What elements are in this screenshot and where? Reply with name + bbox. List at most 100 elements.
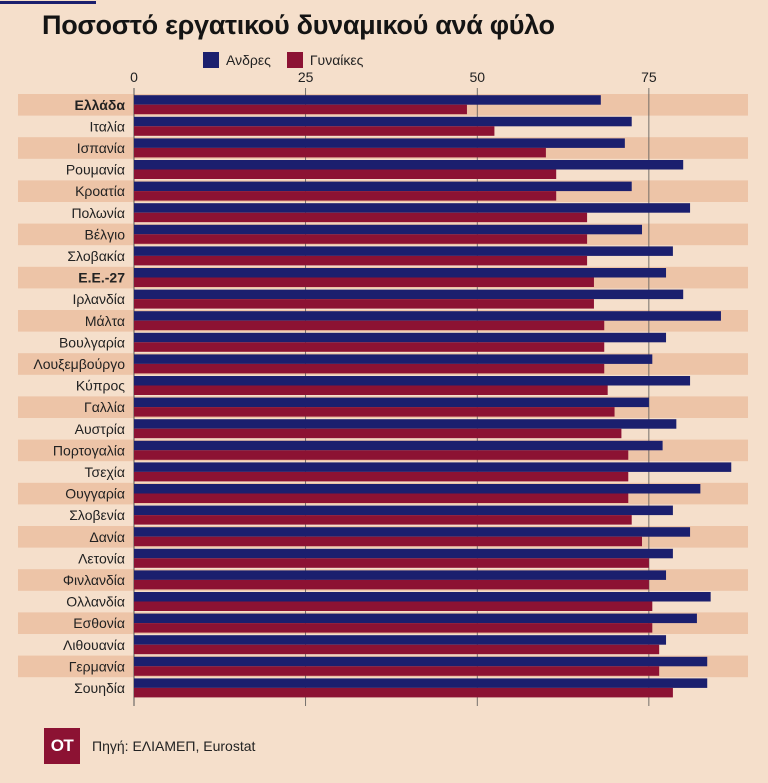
bar-men xyxy=(134,592,711,602)
x-tick-label: 0 xyxy=(130,69,138,85)
category-label: Κροατία xyxy=(75,183,125,199)
bar-women xyxy=(134,385,608,395)
bar-men xyxy=(134,548,673,559)
bar-men xyxy=(134,527,691,537)
category-label: Ουγγαρία xyxy=(65,486,125,502)
bar-women xyxy=(134,515,632,525)
top-accent-line xyxy=(0,1,96,4)
category-label: Βουλγαρία xyxy=(59,334,125,350)
category-label: Λετονία xyxy=(78,550,125,566)
chart-title: Ποσοστό εργατικού δυναμικού ανά φύλο xyxy=(42,10,555,40)
bar-women xyxy=(134,623,653,633)
bar-women xyxy=(134,601,653,611)
x-tick-label: 25 xyxy=(298,69,314,85)
bar-men xyxy=(134,505,673,516)
bar-women xyxy=(134,363,605,374)
bar-men xyxy=(134,224,643,235)
category-label: Αυστρία xyxy=(75,421,125,437)
bar-men xyxy=(134,138,625,148)
bar-women xyxy=(134,234,588,244)
bar-men xyxy=(134,397,649,408)
category-label: Ισπανία xyxy=(77,140,125,156)
bar-men xyxy=(134,678,708,688)
bar-women xyxy=(134,104,467,115)
bar-women xyxy=(134,644,660,655)
bar-women xyxy=(134,471,629,482)
bar-women xyxy=(134,277,594,287)
bar-women xyxy=(134,212,588,223)
category-label: Ιρλανδία xyxy=(73,291,125,307)
legend-label-men: Ανδρες xyxy=(226,52,271,68)
category-label: Σλοβενία xyxy=(69,507,125,523)
bar-women xyxy=(134,169,557,179)
category-label: Δανία xyxy=(89,529,125,545)
bar-men xyxy=(134,289,684,300)
category-label: Γερμανία xyxy=(69,658,125,674)
bar-women xyxy=(134,450,629,460)
bar-men xyxy=(134,354,653,364)
category-label: Γαλλία xyxy=(84,399,125,415)
category-label: Κύπρος xyxy=(76,378,125,394)
bar-women xyxy=(134,342,605,352)
bar-men xyxy=(134,376,691,386)
source-note: Πηγή: ΕΛΙΑΜΕΠ, Eurostat xyxy=(92,738,256,754)
category-label: Λουξεμβούργο xyxy=(33,356,125,372)
category-label: Ε.Ε.-27 xyxy=(78,270,125,286)
x-tick-label: 50 xyxy=(469,69,485,85)
x-tick-label: 75 xyxy=(641,69,657,85)
category-label: Φινλανδία xyxy=(63,572,125,588)
bar-men xyxy=(134,613,697,624)
legend-swatch-men xyxy=(203,52,219,68)
bar-women xyxy=(134,320,605,331)
category-label: Ρουμανία xyxy=(66,162,125,178)
category-label: Πολωνία xyxy=(71,205,125,221)
category-label: Σουηδία xyxy=(74,680,125,696)
bar-men xyxy=(134,95,601,105)
bar-women xyxy=(134,493,629,503)
bar-women xyxy=(134,687,673,698)
bar-women xyxy=(134,558,649,568)
legend-item-women: Γυναίκες xyxy=(286,52,364,68)
category-label: Ελλάδα xyxy=(75,97,126,113)
category-label: Λιθουανία xyxy=(63,637,125,653)
bar-men xyxy=(134,311,721,321)
bar-men xyxy=(134,462,732,472)
bar-men xyxy=(134,419,677,429)
category-label: Ιταλία xyxy=(89,118,125,134)
legend-label-women: Γυναίκες xyxy=(309,52,364,68)
bar-men xyxy=(134,635,667,645)
bar-women xyxy=(134,407,615,417)
bar-men xyxy=(134,440,663,451)
bar-women xyxy=(134,536,643,547)
bar-women xyxy=(134,428,622,439)
bar-women xyxy=(134,299,594,309)
bar-men xyxy=(134,268,667,278)
bar-men xyxy=(134,484,701,494)
category-label: Ολλανδία xyxy=(66,594,125,610)
footer: OT Πηγή: ΕΛΙΑΜΕΠ, Eurostat xyxy=(44,728,255,764)
bar-women xyxy=(134,191,557,201)
category-label: Βέλγιο xyxy=(85,226,126,242)
bar-men xyxy=(134,570,667,580)
bar-women xyxy=(134,666,660,676)
legend-item-men: Ανδρες xyxy=(203,52,271,68)
bar-women xyxy=(134,126,495,136)
bar-women xyxy=(134,147,546,158)
bar-men xyxy=(134,160,684,170)
bar-men xyxy=(134,246,673,256)
category-label: Τσεχία xyxy=(85,464,125,480)
category-label: Μάλτα xyxy=(85,313,125,329)
legend-swatch-women xyxy=(286,52,303,68)
bar-men xyxy=(134,656,708,667)
ot-logo: OT xyxy=(44,728,80,764)
bar-men xyxy=(134,332,667,343)
bar-men xyxy=(134,203,691,213)
bar-men xyxy=(134,181,632,192)
bar-men xyxy=(134,116,632,127)
bar-women xyxy=(134,579,649,590)
category-label: Εσθονία xyxy=(73,615,125,631)
bar-women xyxy=(134,255,588,266)
category-label: Σλοβακία xyxy=(67,248,125,264)
category-label: Πορτογαλία xyxy=(53,442,125,458)
